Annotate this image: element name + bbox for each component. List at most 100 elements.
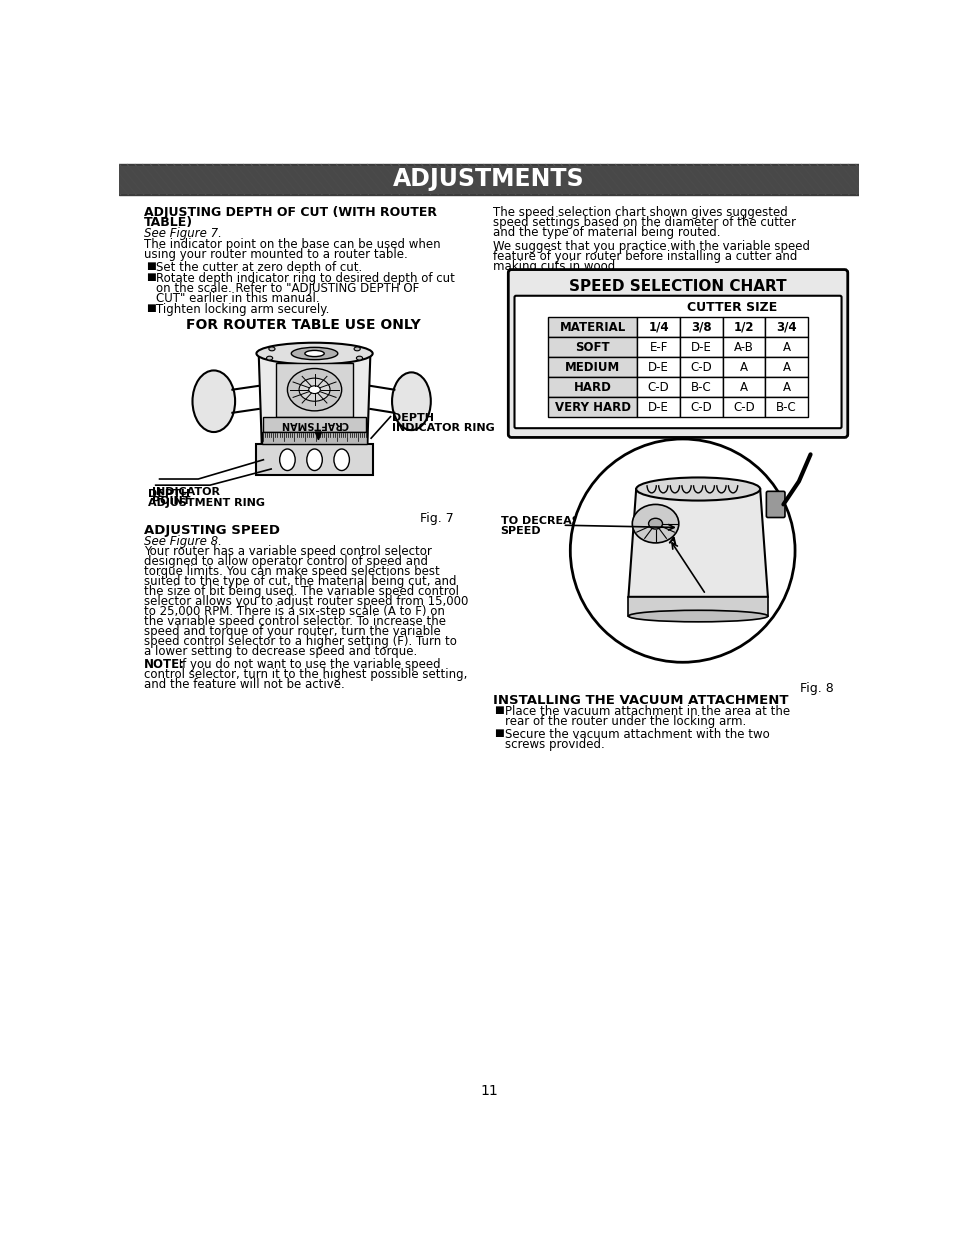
Text: See Figure 7.: See Figure 7. [144,227,222,240]
Text: CUT" earlier in this manual.: CUT" earlier in this manual. [156,292,320,305]
Text: NOTE:: NOTE: [144,658,185,670]
Text: making cuts in wood.: making cuts in wood. [493,259,618,273]
Ellipse shape [354,347,360,351]
Text: C-D: C-D [647,380,669,394]
Bar [637,317,679,337]
Bar [275,363,353,416]
Bar [764,378,807,398]
Text: and the type of material being routed.: and the type of material being routed. [493,225,720,239]
Text: TABLE): TABLE) [144,216,193,229]
Text: MATERIAL: MATERIAL [559,321,625,333]
Text: suited to the type of cut, the material being cut, and: suited to the type of cut, the material … [144,575,456,589]
Text: We suggest that you practice with the variable speed: We suggest that you practice with the va… [493,239,809,253]
Text: If you do not want to use the variable speed: If you do not want to use the variable s… [174,658,440,670]
Text: control selector, turn it to the highest possible setting,: control selector, turn it to the highest… [144,668,467,680]
Ellipse shape [305,351,324,357]
Text: CUTTER SIZE: CUTTER SIZE [686,301,777,313]
Text: designed to allow operator control of speed and: designed to allow operator control of sp… [144,555,428,569]
Bar [548,317,637,337]
Text: the size of bit being used. The variable speed control: the size of bit being used. The variable… [144,585,458,598]
Bar [548,398,637,418]
Ellipse shape [266,356,273,361]
Text: D-E: D-E [647,361,668,374]
Ellipse shape [269,347,274,351]
Bar [637,337,679,357]
Text: to 25,000 RPM. There is a six-step scale (A to F) on: to 25,000 RPM. There is a six-step scale… [144,606,444,618]
Text: ■: ■ [146,302,155,312]
Ellipse shape [307,449,322,471]
Bar [679,357,721,378]
Text: screws provided.: screws provided. [505,737,604,751]
Text: the variable speed control selector. To increase the: the variable speed control selector. To … [144,616,446,628]
Ellipse shape [309,385,320,394]
Text: 1/2: 1/2 [733,321,754,333]
Bar [119,164,858,195]
Text: INDICATOR RING: INDICATOR RING [392,422,495,432]
Ellipse shape [193,370,234,432]
Text: using your router mounted to a router table.: using your router mounted to a router ta… [144,248,407,261]
Text: A: A [781,380,790,394]
Bar [679,317,721,337]
Bar [764,337,807,357]
Text: ADJUSTING SPEED: ADJUSTING SPEED [144,524,280,538]
Ellipse shape [279,449,294,471]
Bar [628,597,767,616]
Ellipse shape [648,518,661,529]
Bar [679,378,721,398]
Bar [637,357,679,378]
Text: speed control selector to a higher setting (F). Turn to: speed control selector to a higher setti… [144,636,456,648]
Text: A: A [740,380,747,394]
Text: See Figure 8.: See Figure 8. [144,535,222,548]
Text: VERY HARD: VERY HARD [555,401,630,414]
Text: ■: ■ [494,727,503,737]
Text: Your router has a variable speed control selector: Your router has a variable speed control… [144,545,432,559]
Text: DEPTH: DEPTH [148,489,190,499]
Text: ■: ■ [146,271,155,282]
Ellipse shape [291,347,337,359]
Ellipse shape [392,373,431,430]
Text: 1/4: 1/4 [648,321,668,333]
Text: A: A [781,361,790,374]
Bar [721,378,764,398]
Bar [548,337,637,357]
Ellipse shape [256,343,373,364]
Text: B-C: B-C [776,401,796,414]
Text: DEPTH: DEPTH [392,413,434,422]
Text: SOFT: SOFT [575,341,610,354]
Text: Place the vacuum attachment in the area at the: Place the vacuum attachment in the area … [505,705,789,719]
Text: selector allows you to adjust router speed from 15,000: selector allows you to adjust router spe… [144,595,468,608]
Text: a lower setting to decrease speed and torque.: a lower setting to decrease speed and to… [144,646,416,658]
Bar [119,166,858,193]
Text: FOR ROUTER TABLE USE ONLY: FOR ROUTER TABLE USE ONLY [185,318,420,332]
Text: TO DECREASE: TO DECREASE [500,515,586,527]
Bar [679,398,721,418]
Ellipse shape [334,449,349,471]
Ellipse shape [632,504,679,543]
Bar [764,357,807,378]
Text: ADJUSTMENTS: ADJUSTMENTS [393,167,584,192]
Text: feature of your router before installing a cutter and: feature of your router before installing… [493,249,797,263]
Bar [261,432,367,445]
Ellipse shape [628,611,767,622]
Ellipse shape [287,368,341,411]
Text: C-D: C-D [690,361,711,374]
Text: INSTALLING THE VACUUM ATTACHMENT: INSTALLING THE VACUUM ATTACHMENT [493,694,787,706]
Bar [679,337,721,357]
Text: SPEED SELECTION CHART: SPEED SELECTION CHART [569,279,786,294]
FancyBboxPatch shape [508,270,847,437]
FancyBboxPatch shape [514,296,841,429]
Bar [721,357,764,378]
Bar [721,398,764,418]
FancyBboxPatch shape [765,492,784,518]
Text: ■: ■ [146,261,155,271]
Text: speed settings based on the diameter of the cutter: speed settings based on the diameter of … [493,216,795,229]
Polygon shape [315,432,321,440]
Text: C-D: C-D [690,401,711,414]
Polygon shape [628,489,767,597]
Text: D-E: D-E [647,401,668,414]
Text: Fig. 7: Fig. 7 [420,512,454,525]
Text: E-F: E-F [649,341,667,354]
Text: The speed selection chart shown gives suggested: The speed selection chart shown gives su… [493,206,787,218]
Text: on the scale. Refer to "ADJUSTING DEPTH OF: on the scale. Refer to "ADJUSTING DEPTH … [156,282,419,295]
Bar [637,378,679,398]
